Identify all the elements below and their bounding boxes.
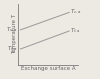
Text: $T_{c,a}$: $T_{c,a}$ — [6, 26, 18, 34]
Text: $T_{f,a}$: $T_{f,a}$ — [70, 27, 81, 35]
Text: $T_{f,a}$: $T_{f,a}$ — [7, 45, 18, 53]
Y-axis label: Temperature T: Temperature T — [12, 14, 17, 54]
X-axis label: Exchange surface A: Exchange surface A — [21, 66, 75, 71]
Text: $T_{c,a}$: $T_{c,a}$ — [70, 8, 82, 17]
